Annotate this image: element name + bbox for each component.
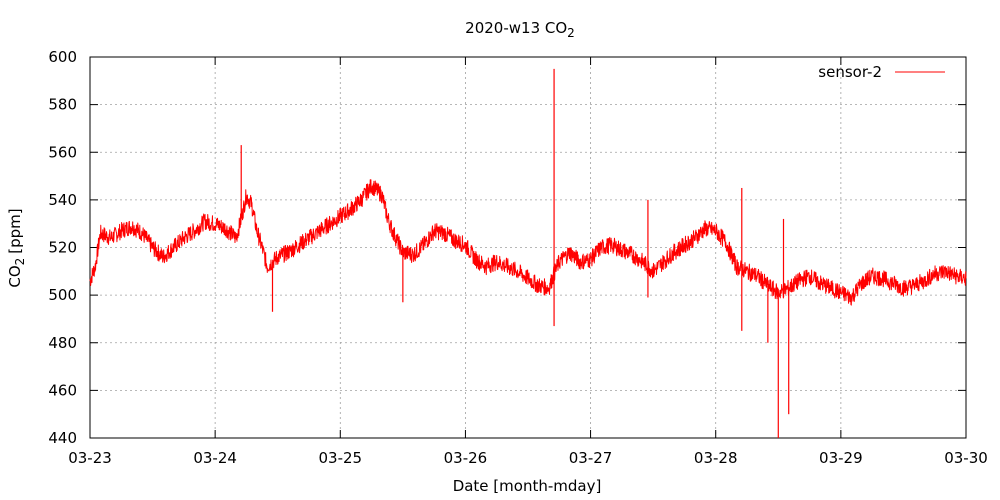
x-tick-label: 03-30 [944, 449, 988, 467]
chart-title: 2020-w13 CO2 [465, 19, 575, 40]
series-spikes [240, 68, 790, 438]
y-tick-label: 540 [48, 191, 77, 209]
x-tick-label: 03-26 [444, 449, 488, 467]
x-tick-label: 03-23 [68, 449, 112, 467]
legend-label-sensor-2: sensor-2 [818, 63, 882, 81]
x-tick-label: 03-27 [569, 449, 613, 467]
x-tick-label: 03-25 [318, 449, 362, 467]
legend: sensor-2 [818, 63, 945, 81]
x-axis-label: Date [month-mday] [453, 477, 602, 495]
y-axis-label: CO2[ppm] [6, 208, 27, 287]
axis-ticks: 03-23 03-24 03-25 03-26 03-27 03-28 03-29 03-30… [48, 48, 987, 467]
y-tick-label: 480 [48, 334, 77, 352]
y-tick-label: 440 [48, 429, 77, 447]
x-tick-label: 03-29 [819, 449, 863, 467]
y-tick-label: 460 [48, 381, 77, 399]
y-tick-label: 520 [48, 239, 77, 257]
y-tick-label: 560 [48, 143, 77, 161]
x-tick-label: 03-24 [193, 449, 237, 467]
y-tick-label: 500 [48, 286, 77, 304]
grid-lines [90, 57, 966, 438]
y-tick-label: 600 [48, 48, 77, 66]
x-tick-label: 03-28 [694, 449, 738, 467]
y-tick-label: 580 [48, 96, 77, 114]
series-line-sensor-2 [89, 179, 967, 306]
